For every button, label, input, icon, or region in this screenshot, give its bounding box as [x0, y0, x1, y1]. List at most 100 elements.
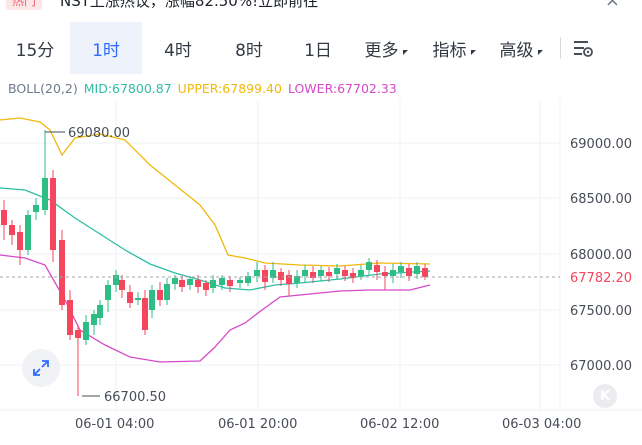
tab-1h[interactable]: 1时 [70, 22, 142, 74]
notice-text[interactable]: NST上涨热议，涨幅82.50%!立即前往 [60, 0, 319, 10]
notice-tag: 热门 [6, 0, 43, 10]
candle-body [135, 298, 141, 300]
candle-body [414, 266, 420, 274]
candle-body [42, 178, 48, 210]
candle-body [17, 232, 23, 250]
notice-banner[interactable]: 热门 NST上涨热议，涨幅82.50%!立即前往 × [0, 0, 642, 14]
tab-label: 8时 [235, 40, 263, 61]
candle-body [25, 215, 31, 250]
tab-15m[interactable]: 15分 [0, 22, 70, 74]
tab-label: 1日 [304, 40, 332, 61]
candle-body [195, 280, 201, 287]
candle-body [187, 279, 193, 285]
candle-body [149, 290, 155, 310]
candle-body [179, 280, 185, 287]
expand-icon [33, 360, 49, 376]
low-price-label: 66700.50 [104, 390, 166, 405]
kline-toggle-button[interactable]: K [593, 384, 617, 408]
x-tick-label: 06-01 20:00 [218, 417, 297, 432]
x-tick-label: 06-01 04:00 [75, 417, 154, 432]
candle-body [127, 292, 133, 303]
candle-body [302, 270, 308, 276]
tab-advanced[interactable]: 高级 [488, 22, 554, 74]
candle-body [142, 298, 148, 330]
candle-body [219, 278, 225, 285]
last-price-label: 67782.20 [570, 271, 632, 286]
candle-body [1, 210, 7, 225]
candle-body [105, 285, 111, 300]
candle-body [33, 205, 39, 212]
candle-body [50, 178, 56, 250]
candle-body [75, 330, 81, 338]
candle-body [67, 300, 73, 335]
candle-body [172, 278, 178, 284]
candle-body [358, 270, 364, 276]
close-icon[interactable]: × [604, 0, 620, 11]
candle-body [318, 270, 324, 276]
boll-band-line [0, 117, 431, 267]
candle-body [203, 283, 209, 290]
candle-body [270, 270, 276, 278]
candle-body [245, 276, 251, 283]
candle-body [398, 266, 404, 272]
x-tick-label: 06-02 12:00 [360, 417, 439, 432]
y-tick-label: 68500.00 [570, 192, 632, 207]
fullscreen-button[interactable] [22, 349, 60, 387]
candle-body [210, 280, 216, 288]
candle-body [406, 268, 412, 276]
y-tick-label: 67500.00 [570, 304, 632, 319]
candle-body [374, 265, 380, 272]
candle-body [237, 280, 243, 283]
tab-label: 指标 [432, 40, 467, 61]
chart-grid [0, 100, 642, 411]
last-price-box [562, 268, 640, 286]
tab-indicators[interactable]: 指标 [420, 22, 488, 74]
boll-legend: BOLL(20,2) MID:67800.87 UPPER:67899.40 LOWE… [8, 81, 403, 96]
tab-label: 1时 [92, 40, 120, 61]
candle-body [91, 314, 97, 325]
candle-body [422, 268, 428, 277]
candle-body [294, 276, 300, 283]
candle-body [97, 305, 103, 318]
candle-body [366, 262, 372, 270]
candle-body [342, 270, 348, 276]
legend-lower: LOWER:67702.33 [287, 81, 397, 96]
candle-body [113, 275, 119, 285]
candle-body [334, 268, 340, 274]
y-tick-label: 68000.00 [570, 248, 632, 263]
candle-body [382, 272, 388, 276]
x-tick-label: 06-03 04:00 [502, 417, 581, 432]
y-tick-label: 67000.00 [570, 359, 632, 374]
toolbar-divider [560, 37, 561, 59]
candle-body [310, 272, 316, 278]
chart-settings-button[interactable] [561, 22, 605, 74]
settings-icon [574, 41, 593, 57]
candle-body [390, 270, 396, 276]
candle-body [286, 275, 292, 284]
legend-mid: MID:67800.87 [83, 81, 172, 96]
tab-label: 高级 [499, 40, 534, 61]
tab-label: 更多 [364, 40, 399, 61]
candle-body [157, 290, 163, 300]
candle-body [83, 322, 89, 340]
candle-body [227, 280, 233, 286]
tab-more[interactable]: 更多 [352, 22, 420, 74]
tab-4h[interactable]: 4时 [142, 22, 214, 74]
tab-label: 15分 [15, 40, 55, 61]
tab-8h[interactable]: 8时 [214, 22, 284, 74]
candle-body [9, 225, 15, 235]
legend-name: BOLL(20,2) [8, 81, 78, 96]
candle-body [254, 270, 260, 276]
candle-body [164, 284, 170, 300]
y-tick-label: 69000.00 [570, 137, 632, 152]
candle-body [119, 280, 125, 290]
candle-body [350, 273, 356, 278]
candle-body [262, 270, 268, 282]
tab-label: 4时 [164, 40, 192, 61]
tab-1d[interactable]: 1日 [284, 22, 352, 74]
candle-body [326, 272, 332, 276]
candles [1, 130, 428, 396]
high-price-label: 69080.00 [68, 126, 130, 141]
candle-body [59, 240, 65, 305]
